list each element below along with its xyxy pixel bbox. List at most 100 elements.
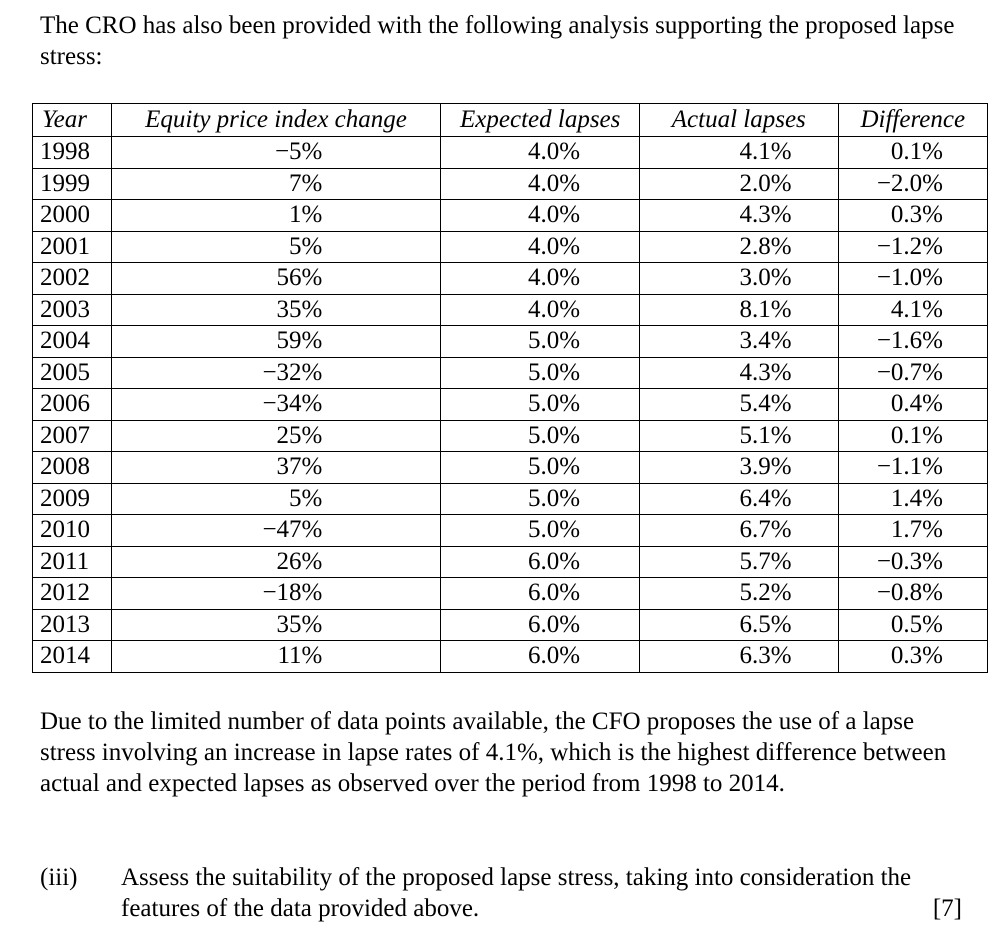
expected-lapses-cell: 6.0%: [440, 640, 641, 673]
expected-lapses-cell: 6.0%: [440, 608, 641, 641]
header-actual-lapses: Actual lapses: [639, 103, 839, 137]
difference-cell: −1.0%: [837, 262, 988, 295]
actual-lapses-cell: 4.1%: [639, 136, 839, 169]
table-row: 2005 −32% 5.0% 4.3% −0.7%: [32, 356, 988, 389]
difference-cell: 0.1%: [837, 419, 988, 452]
header-expected-lapses: Expected lapses: [440, 103, 641, 137]
table-row: 2001 5% 4.0% 2.8% −1.2%: [32, 230, 988, 263]
year-cell: 2001: [32, 230, 112, 263]
expected-lapses-cell: 5.0%: [440, 451, 641, 484]
table-row: 2003 35% 4.0% 8.1% 4.1%: [32, 293, 988, 326]
difference-cell: −2.0%: [837, 167, 988, 200]
equity-change-cell: 7%: [110, 167, 442, 200]
equity-change-cell: 26%: [110, 545, 442, 578]
cfo-proposal-paragraph: Due to the limited number of data points…: [40, 708, 947, 797]
expected-lapses-cell: 5.0%: [440, 482, 641, 515]
actual-lapses-cell: 4.3%: [639, 356, 839, 389]
difference-cell: −1.1%: [837, 451, 988, 484]
difference-cell: 1.4%: [837, 482, 988, 515]
year-cell: 2008: [32, 451, 112, 484]
equity-change-cell: 35%: [110, 608, 442, 641]
expected-lapses-cell: 5.0%: [440, 419, 641, 452]
difference-cell: −0.7%: [837, 356, 988, 389]
expected-lapses-cell: 4.0%: [440, 136, 641, 169]
actual-lapses-cell: 6.3%: [639, 640, 839, 673]
difference-cell: 4.1%: [837, 293, 988, 326]
actual-lapses-cell: 2.8%: [639, 230, 839, 263]
year-cell: 2011: [32, 545, 112, 578]
expected-lapses-cell: 5.0%: [440, 514, 641, 547]
difference-cell: −0.3%: [837, 545, 988, 578]
equity-change-cell: 37%: [110, 451, 442, 484]
table-row: 2009 5% 5.0% 6.4% 1.4%: [32, 482, 988, 515]
expected-lapses-cell: 4.0%: [440, 230, 641, 263]
table-row: 2002 56% 4.0% 3.0% −1.0%: [32, 262, 988, 295]
difference-cell: 0.1%: [837, 136, 988, 169]
header-difference: Difference: [837, 103, 988, 137]
table-row: 2011 26% 6.0% 5.7% −0.3%: [32, 545, 988, 578]
header-year: Year: [32, 103, 112, 137]
expected-lapses-cell: 6.0%: [440, 577, 641, 610]
table-row: 2010 −47% 5.0% 6.7% 1.7%: [32, 514, 988, 547]
actual-lapses-cell: 8.1%: [639, 293, 839, 326]
expected-lapses-cell: 4.0%: [440, 199, 641, 232]
actual-lapses-cell: 6.4%: [639, 482, 839, 515]
equity-change-cell: 56%: [110, 262, 442, 295]
expected-lapses-cell: 5.0%: [440, 356, 641, 389]
table-row: 2006 −34% 5.0% 5.4% 0.4%: [32, 388, 988, 421]
expected-lapses-cell: 4.0%: [440, 293, 641, 326]
equity-change-cell: 5%: [110, 482, 442, 515]
difference-cell: 0.4%: [837, 388, 988, 421]
actual-lapses-cell: 5.7%: [639, 545, 839, 578]
difference-cell: −1.2%: [837, 230, 988, 263]
equity-change-cell: 1%: [110, 199, 442, 232]
year-cell: 2013: [32, 608, 112, 641]
equity-change-cell: 25%: [110, 419, 442, 452]
table-row: 2007 25% 5.0% 5.1% 0.1%: [32, 419, 988, 452]
table-header-row: Year Equity price index change Expected …: [32, 103, 988, 137]
expected-lapses-cell: 6.0%: [440, 545, 641, 578]
year-cell: 2007: [32, 419, 112, 452]
equity-change-cell: −34%: [110, 388, 442, 421]
actual-lapses-cell: 6.7%: [639, 514, 839, 547]
expected-lapses-cell: 5.0%: [440, 388, 641, 421]
year-cell: 2006: [32, 388, 112, 421]
year-cell: 2012: [32, 577, 112, 610]
difference-cell: −1.6%: [837, 325, 988, 358]
year-cell: 2014: [32, 640, 112, 673]
header-equity-change: Equity price index change: [110, 103, 442, 137]
question-label: (iii): [40, 864, 78, 891]
equity-change-cell: −18%: [110, 577, 442, 610]
equity-change-cell: −47%: [110, 514, 442, 547]
year-cell: 2002: [32, 262, 112, 295]
year-cell: 1998: [32, 136, 112, 169]
table-body: 1998 −5% 4.0% 4.1% 0.1% 1999 7% 4.0% 2.0% −2.0% 20…: [32, 136, 988, 673]
equity-change-cell: 11%: [110, 640, 442, 673]
difference-cell: −0.8%: [837, 577, 988, 610]
year-cell: 1999: [32, 167, 112, 200]
actual-lapses-cell: 2.0%: [639, 167, 839, 200]
table-row: 2000 1% 4.0% 4.3% 0.3%: [32, 199, 988, 232]
actual-lapses-cell: 3.4%: [639, 325, 839, 358]
question-text: Assess the suitability of the proposed l…: [121, 864, 912, 922]
actual-lapses-cell: 5.2%: [639, 577, 839, 610]
expected-lapses-cell: 4.0%: [440, 167, 641, 200]
equity-change-cell: 59%: [110, 325, 442, 358]
year-cell: 2003: [32, 293, 112, 326]
expected-lapses-cell: 4.0%: [440, 262, 641, 295]
intro-text: The CRO has also been provided with the …: [40, 12, 955, 70]
expected-lapses-cell: 5.0%: [440, 325, 641, 358]
year-cell: 2010: [32, 514, 112, 547]
table-row: 2004 59% 5.0% 3.4% −1.6%: [32, 325, 988, 358]
table-row: 1999 7% 4.0% 2.0% −2.0%: [32, 167, 988, 200]
year-cell: 2005: [32, 356, 112, 389]
actual-lapses-cell: 4.3%: [639, 199, 839, 232]
actual-lapses-cell: 3.0%: [639, 262, 839, 295]
equity-change-cell: 35%: [110, 293, 442, 326]
difference-cell: 0.3%: [837, 199, 988, 232]
table-row: 2013 35% 6.0% 6.5% 0.5%: [32, 608, 988, 641]
lapse-analysis-table: Year Equity price index change Expected …: [32, 103, 988, 673]
actual-lapses-cell: 3.9%: [639, 451, 839, 484]
equity-change-cell: −32%: [110, 356, 442, 389]
equity-change-cell: 5%: [110, 230, 442, 263]
